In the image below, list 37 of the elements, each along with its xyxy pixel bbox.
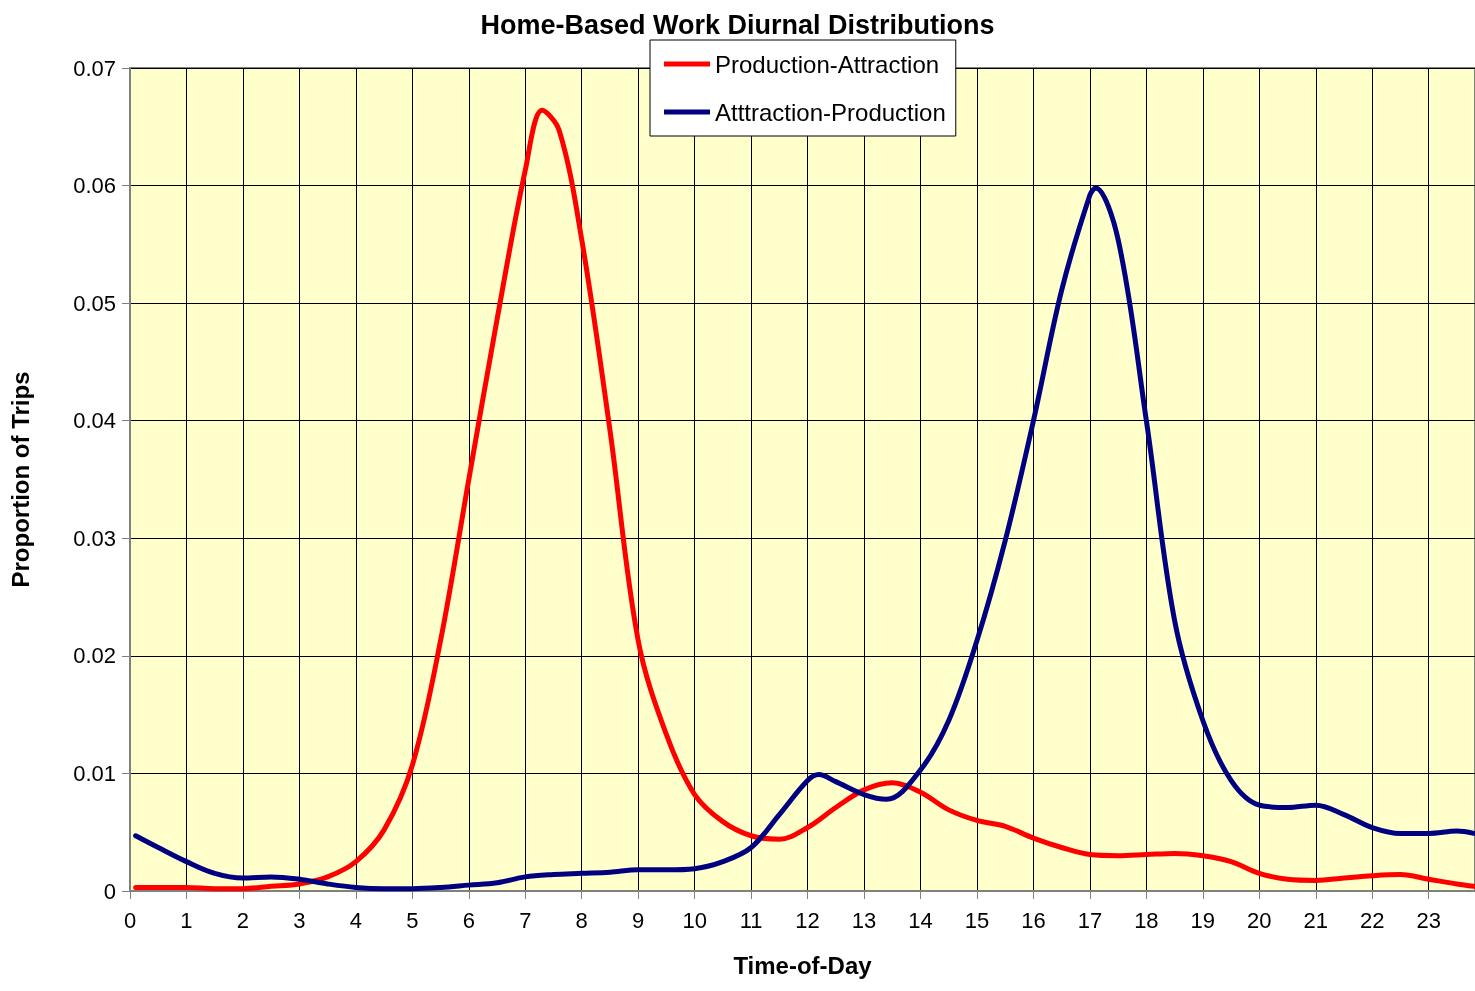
x-tick-label: 7: [519, 907, 532, 933]
x-axis-title: Time-of-Day: [733, 951, 873, 979]
x-tick-label: 17: [1077, 907, 1103, 933]
y-tick-label: 0.03: [73, 525, 116, 551]
x-tick-label: 4: [349, 907, 362, 933]
x-tick-label: 15: [964, 907, 990, 933]
y-tick-label: 0.01: [73, 760, 116, 786]
x-tick-label: 9: [632, 907, 645, 933]
x-tick-label: 21: [1303, 907, 1329, 933]
x-tick-label: 3: [293, 907, 306, 933]
x-tick-label: 8: [575, 907, 588, 933]
x-tick-label: 6: [462, 907, 475, 933]
legend-label: Production-Attraction: [715, 50, 940, 78]
x-tick-label: 20: [1247, 907, 1272, 933]
x-tick-label: 18: [1134, 907, 1159, 933]
chart-title: Home-Based Work Diurnal Distributions: [480, 9, 995, 40]
x-tick-label: 10: [682, 907, 707, 933]
x-tick-label: 16: [1021, 907, 1046, 933]
y-axis-title: Proportion of Trips: [6, 371, 34, 588]
x-tick-label: 5: [406, 907, 419, 933]
y-tick-label: 0.05: [73, 290, 116, 316]
x-tick-label: 12: [795, 907, 820, 933]
x-tick-label: 14: [908, 907, 933, 933]
y-tick-label: 0: [103, 878, 116, 904]
x-tick-label: 22: [1359, 907, 1385, 933]
y-tick-label: 0.02: [73, 643, 116, 669]
x-tick-label: 23: [1416, 907, 1441, 933]
x-tick-label: 1: [180, 907, 193, 933]
x-tick-label: 11: [739, 907, 763, 933]
y-tick-label: 0.07: [73, 55, 116, 81]
x-tick-label: 0: [123, 907, 137, 933]
x-tick-label: 13: [851, 907, 877, 933]
x-tick-label: 19: [1190, 907, 1216, 933]
y-tick-label: 0.04: [73, 408, 116, 434]
legend-label: Atttraction-Production: [715, 98, 946, 126]
x-tick-label: 2: [236, 907, 250, 933]
y-tick-label: 0.06: [73, 173, 116, 199]
